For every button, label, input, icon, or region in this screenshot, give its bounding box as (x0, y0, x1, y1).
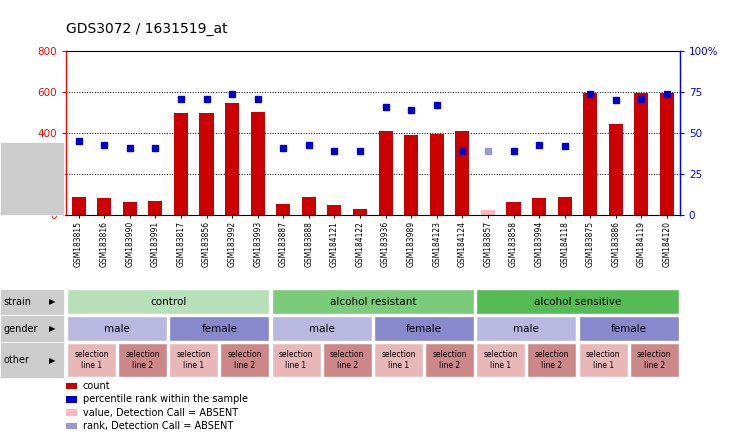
Bar (148, 201, 162, 215)
Text: ▶: ▶ (50, 356, 56, 365)
Bar (583, 93, 597, 215)
Bar (507, 202, 520, 215)
Bar (174, 113, 188, 215)
Bar (276, 204, 290, 215)
Text: rank, Detection Call = ABSENT: rank, Detection Call = ABSENT (83, 421, 233, 431)
Text: selection
line 1: selection line 1 (279, 350, 314, 370)
Bar (251, 111, 265, 215)
Bar (481, 210, 495, 215)
Text: selection
line 1: selection line 1 (74, 350, 109, 370)
Text: GDS3072 / 1631519_at: GDS3072 / 1631519_at (66, 21, 227, 36)
Bar (455, 131, 469, 215)
Text: selection
line 2: selection line 2 (534, 350, 569, 370)
Text: female: female (201, 324, 238, 333)
Bar (558, 197, 572, 215)
Bar (532, 198, 546, 215)
Bar (225, 103, 239, 215)
Text: strain: strain (4, 297, 31, 307)
Bar (660, 93, 674, 215)
Bar (200, 113, 213, 215)
Bar (72, 197, 86, 215)
Text: count: count (83, 381, 110, 391)
Text: ▶: ▶ (50, 297, 56, 306)
Text: value, Detection Call = ABSENT: value, Detection Call = ABSENT (83, 408, 238, 418)
Text: selection
line 2: selection line 2 (125, 350, 160, 370)
Text: selection
line 1: selection line 1 (586, 350, 621, 370)
Bar (379, 131, 393, 215)
Text: alcohol sensitive: alcohol sensitive (534, 297, 621, 307)
Text: gender: gender (4, 324, 38, 333)
Bar (430, 134, 444, 215)
Text: selection
line 2: selection line 2 (637, 350, 672, 370)
Text: female: female (406, 324, 442, 333)
Text: male: male (104, 324, 130, 333)
Bar (404, 135, 418, 215)
Text: male: male (308, 324, 335, 333)
Bar (302, 197, 316, 215)
Text: percentile rank within the sample: percentile rank within the sample (83, 394, 248, 404)
Text: female: female (610, 324, 647, 333)
Text: control: control (150, 297, 186, 307)
Text: selection
line 1: selection line 1 (483, 350, 518, 370)
Bar (97, 198, 111, 215)
Text: selection
line 2: selection line 2 (330, 350, 365, 370)
Bar (327, 205, 341, 215)
Bar (353, 209, 367, 215)
Text: other: other (4, 355, 30, 365)
Bar (609, 124, 623, 215)
Text: male: male (513, 324, 539, 333)
Text: ▶: ▶ (50, 324, 56, 333)
Bar (123, 202, 137, 215)
Text: selection
line 2: selection line 2 (227, 350, 262, 370)
Text: selection
line 1: selection line 1 (176, 350, 211, 370)
Bar (635, 93, 648, 215)
Text: selection
line 2: selection line 2 (432, 350, 467, 370)
Text: alcohol resistant: alcohol resistant (330, 297, 416, 307)
Text: selection
line 1: selection line 1 (381, 350, 416, 370)
